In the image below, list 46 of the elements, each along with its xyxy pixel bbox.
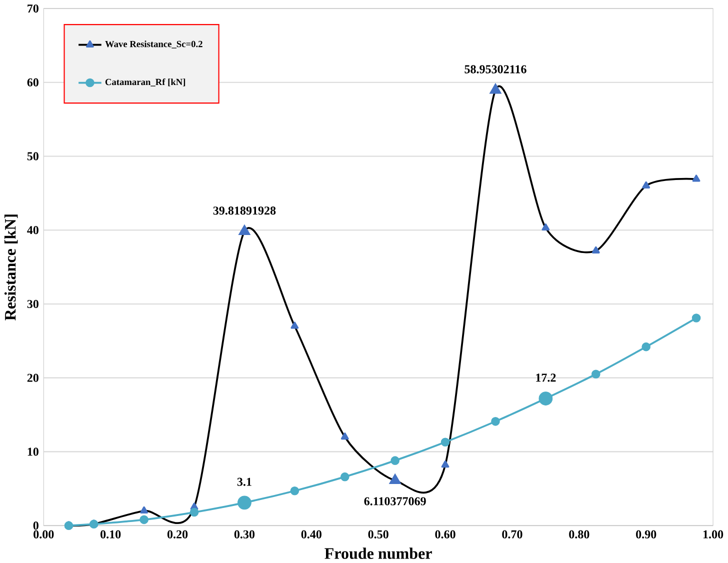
point	[290, 322, 299, 329]
x-tick-label: 0.20	[167, 530, 188, 538]
data-label: 3.1	[237, 478, 252, 486]
x-tick-label: 0.10	[100, 530, 121, 538]
y-tick-label: 70	[28, 4, 38, 12]
point	[542, 223, 550, 230]
legend-label: Catamaran_Rf [kN]	[105, 78, 186, 86]
x-tick-label: 0.40	[301, 530, 322, 538]
point	[440, 437, 450, 446]
point	[592, 246, 600, 254]
point	[190, 508, 199, 516]
y-tick-label: 50	[27, 152, 38, 160]
x-axis-title: Froude number	[324, 547, 432, 559]
x-tick-label: 0.90	[636, 530, 656, 538]
x-tick-label: 0.80	[569, 530, 590, 538]
point	[642, 342, 650, 352]
point	[340, 432, 349, 440]
y-tick-label: 40	[27, 226, 38, 234]
point	[441, 460, 450, 468]
point	[340, 472, 350, 482]
y-axis-title: Resistance [kN]	[4, 214, 18, 320]
x-tick-label: 0.30	[234, 530, 255, 538]
y-tick-label: 20	[27, 374, 38, 382]
x-tick-label: 0.60	[435, 530, 456, 538]
y-tick-label: 10	[28, 447, 38, 456]
point	[642, 181, 650, 188]
data-label: 17.2	[536, 373, 556, 382]
x-tick-label: 0.00	[34, 530, 54, 538]
point	[692, 174, 700, 182]
x-tick-label: 0.70	[502, 530, 522, 538]
y-tick-label: 30	[27, 300, 38, 308]
point	[140, 515, 148, 524]
point	[140, 506, 148, 514]
y-tick-label: 60	[27, 78, 38, 86]
legend-label: Wave Resistance_Sc=0.2	[105, 40, 202, 48]
point	[290, 486, 300, 496]
point	[591, 370, 600, 378]
point	[491, 416, 500, 426]
data-label: 6.110377069	[364, 496, 426, 506]
data-label: 58.95302116	[464, 64, 526, 74]
point	[390, 456, 400, 465]
x-tick-label: 0.50	[368, 530, 388, 538]
x-tick-label: 1.00	[703, 530, 724, 538]
data-label: 39.81891928	[213, 206, 276, 214]
y-tick-label: 0	[33, 521, 38, 530]
point	[692, 313, 701, 322]
